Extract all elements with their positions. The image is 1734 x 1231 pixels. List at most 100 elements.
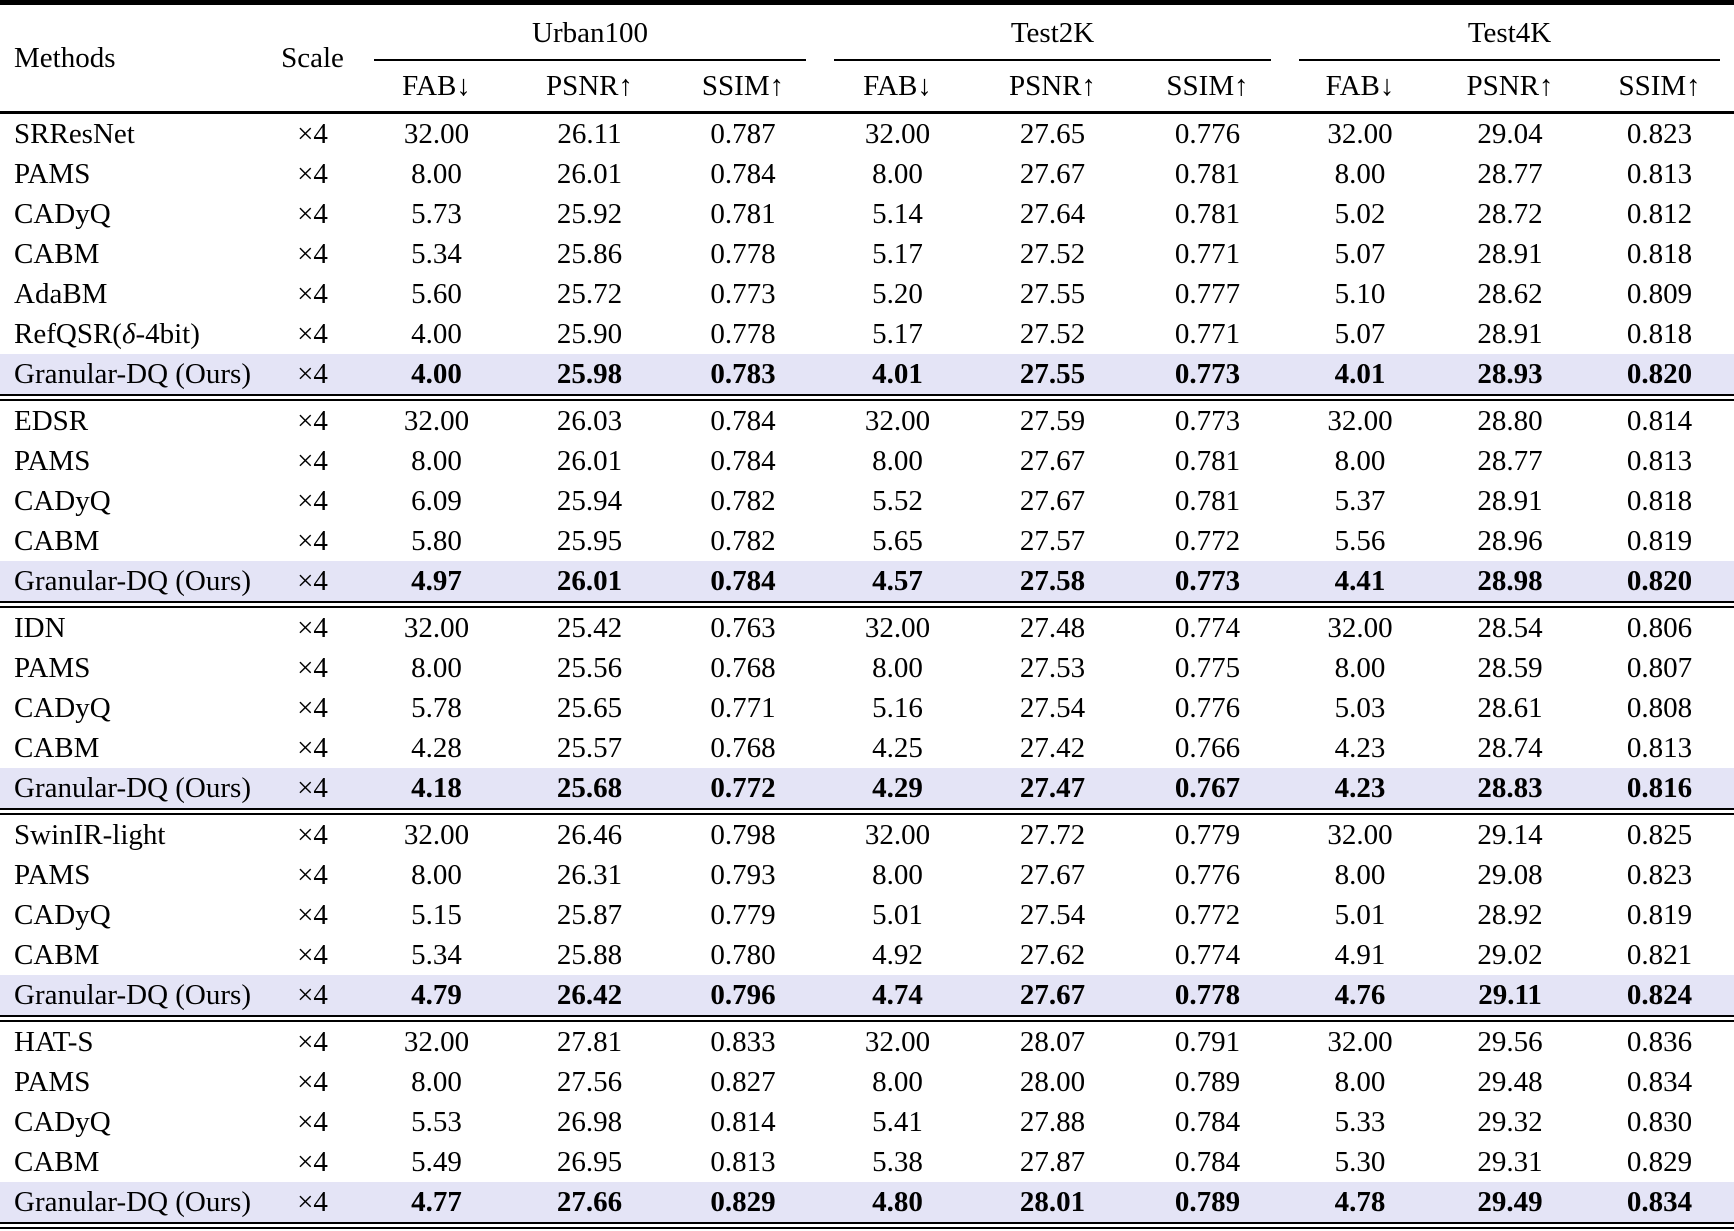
scale-value: ×4 bbox=[297, 484, 328, 517]
table-row: PAMS ×4 8.00 26.01 0.784 8.00 27.67 0.781 8.00 28… bbox=[0, 154, 1734, 194]
table-row: CABM ×4 4.28 25.57 0.768 4.25 27.42 0.766 4.23 28… bbox=[0, 728, 1734, 768]
metric-value-ssim: 0.777 bbox=[1174, 277, 1241, 310]
metric-value-fab: 32.00 bbox=[403, 611, 470, 644]
metric-value-psnr: 27.58 bbox=[1019, 564, 1086, 597]
metric-value-psnr: 27.57 bbox=[1019, 524, 1086, 557]
metric-value-ssim: 0.771 bbox=[1174, 237, 1241, 270]
metric-value-fab: 5.78 bbox=[411, 691, 462, 724]
subheader-ssim: SSIM↑ bbox=[701, 69, 785, 102]
metric-value-ssim: 0.809 bbox=[1626, 277, 1693, 310]
method-name: CADyQ bbox=[14, 898, 111, 931]
method-name: CADyQ bbox=[14, 484, 111, 517]
metric-value-fab: 8.00 bbox=[872, 444, 923, 477]
metric-value-psnr: 25.57 bbox=[556, 731, 623, 764]
metric-value-psnr: 28.74 bbox=[1477, 731, 1543, 764]
method-name: HAT-S bbox=[14, 1025, 94, 1058]
metric-value-fab: 4.41 bbox=[1334, 564, 1386, 597]
metric-value-psnr: 27.65 bbox=[1019, 117, 1086, 150]
metric-value-fab: 32.00 bbox=[1327, 818, 1393, 851]
metric-value-fab: 5.53 bbox=[411, 1105, 462, 1138]
metric-value-ssim: 0.787 bbox=[710, 117, 776, 150]
methods-column-header: Methods bbox=[14, 41, 116, 74]
metric-value-psnr: 28.93 bbox=[1477, 357, 1543, 390]
ours-row: Granular-DQ (Ours) ×4 4.79 26.42 0.796 4.74 27… bbox=[0, 975, 1734, 1019]
scale-value: ×4 bbox=[297, 357, 328, 390]
metric-value-fab: 8.00 bbox=[411, 157, 462, 190]
metric-value-psnr: 25.95 bbox=[556, 524, 623, 557]
metric-value-fab: 4.77 bbox=[411, 1185, 462, 1218]
metric-value-psnr: 29.48 bbox=[1477, 1065, 1543, 1098]
method-name: AdaBM bbox=[14, 277, 108, 310]
metric-value-psnr: 27.54 bbox=[1019, 898, 1086, 931]
metric-value-ssim: 0.789 bbox=[1174, 1185, 1241, 1218]
metric-value-ssim: 0.784 bbox=[710, 404, 776, 437]
method-name: CADyQ bbox=[14, 1105, 111, 1138]
metric-value-psnr: 27.47 bbox=[1019, 771, 1086, 804]
method-name: PAMS bbox=[14, 157, 91, 190]
metric-value-psnr: 25.88 bbox=[556, 938, 623, 971]
metric-value-fab: 32.00 bbox=[1327, 611, 1393, 644]
metric-value-fab: 5.07 bbox=[1334, 237, 1386, 270]
subheader-psnr: PSNR↑ bbox=[1008, 69, 1097, 102]
metric-value-ssim: 0.774 bbox=[1174, 611, 1241, 644]
metric-value-psnr: 26.98 bbox=[556, 1105, 623, 1138]
ours-row: Granular-DQ (Ours) ×4 4.97 26.01 0.784 4.57 27… bbox=[0, 561, 1734, 605]
scale-value: ×4 bbox=[297, 1065, 328, 1098]
metric-value-fab: 5.03 bbox=[1334, 691, 1386, 724]
metric-value-psnr: 26.01 bbox=[556, 157, 623, 190]
metric-value-fab: 32.00 bbox=[1327, 1025, 1393, 1058]
metric-value-fab: 5.02 bbox=[1334, 197, 1386, 230]
scale-value: ×4 bbox=[297, 611, 328, 644]
metric-value-psnr: 26.42 bbox=[556, 978, 623, 1011]
metric-value-fab: 8.00 bbox=[872, 651, 923, 684]
method-name: CABM bbox=[14, 237, 100, 270]
metric-value-ssim: 0.783 bbox=[710, 357, 776, 390]
metric-value-psnr: 27.52 bbox=[1019, 317, 1086, 350]
metric-value-psnr: 25.94 bbox=[556, 484, 623, 517]
metric-value-ssim: 0.818 bbox=[1626, 317, 1693, 350]
metric-value-ssim: 0.776 bbox=[1174, 858, 1241, 891]
scale-value: ×4 bbox=[297, 898, 328, 931]
metric-value-fab: 5.56 bbox=[1334, 524, 1386, 557]
method-name: Granular-DQ (Ours) bbox=[14, 771, 251, 804]
table-row: PAMS ×4 8.00 27.56 0.827 8.00 28.00 0.789 8.00 29… bbox=[0, 1062, 1734, 1102]
method-name: CADyQ bbox=[14, 197, 111, 230]
metric-value-psnr: 28.54 bbox=[1477, 611, 1543, 644]
scale-value: ×4 bbox=[297, 524, 328, 557]
metric-value-psnr: 27.64 bbox=[1019, 197, 1086, 230]
metric-value-psnr: 25.68 bbox=[556, 771, 623, 804]
scale-value: ×4 bbox=[297, 444, 328, 477]
metric-value-fab: 8.00 bbox=[1334, 157, 1386, 190]
metric-value-psnr: 28.07 bbox=[1019, 1025, 1086, 1058]
metric-value-ssim: 0.766 bbox=[1174, 731, 1241, 764]
scale-value: ×4 bbox=[297, 1105, 328, 1138]
metric-value-ssim: 0.798 bbox=[710, 818, 776, 851]
metric-value-ssim: 0.781 bbox=[1174, 157, 1241, 190]
metric-value-fab: 5.34 bbox=[411, 237, 462, 270]
metric-value-fab: 5.60 bbox=[411, 277, 462, 310]
table-row: SRResNet ×4 32.00 26.11 0.787 32.00 27.65 0.776… bbox=[0, 113, 1734, 155]
metric-value-ssim: 0.774 bbox=[1174, 938, 1241, 971]
metric-value-psnr: 29.31 bbox=[1477, 1145, 1543, 1178]
metric-value-psnr: 28.91 bbox=[1477, 237, 1543, 270]
method-group: HAT-S ×4 32.00 27.81 0.833 32.00 28.07 0.791 32.… bbox=[0, 1019, 1734, 1226]
scale-value: ×4 bbox=[297, 237, 328, 270]
metric-value-fab: 4.00 bbox=[411, 317, 462, 350]
metric-value-fab: 4.79 bbox=[411, 978, 462, 1011]
metric-value-ssim: 0.825 bbox=[1626, 818, 1693, 851]
scale-value: ×4 bbox=[297, 1025, 328, 1058]
table-row: PAMS ×4 8.00 25.56 0.768 8.00 27.53 0.775 8.00 28… bbox=[0, 648, 1734, 688]
metric-value-psnr: 26.03 bbox=[556, 404, 623, 437]
scale-value: ×4 bbox=[297, 317, 328, 350]
scale-column-header: Scale bbox=[281, 41, 344, 74]
metric-value-ssim: 0.796 bbox=[710, 978, 776, 1011]
method-name: SRResNet bbox=[14, 117, 135, 150]
metric-value-ssim: 0.829 bbox=[1626, 1145, 1693, 1178]
metric-value-psnr: 29.49 bbox=[1477, 1185, 1543, 1218]
metric-value-fab: 5.37 bbox=[1334, 484, 1386, 517]
table-row: CABM ×4 5.49 26.95 0.813 5.38 27.87 0.784 5.30 29… bbox=[0, 1142, 1734, 1182]
method-name: Granular-DQ (Ours) bbox=[14, 978, 251, 1011]
metric-value-ssim: 0.813 bbox=[710, 1145, 776, 1178]
table-row: SwinIR-light ×4 32.00 26.46 0.798 32.00 27.72 0… bbox=[0, 812, 1734, 856]
table-row: AdaBM ×4 5.60 25.72 0.773 5.20 27.55 0.777 5.10 2… bbox=[0, 274, 1734, 314]
